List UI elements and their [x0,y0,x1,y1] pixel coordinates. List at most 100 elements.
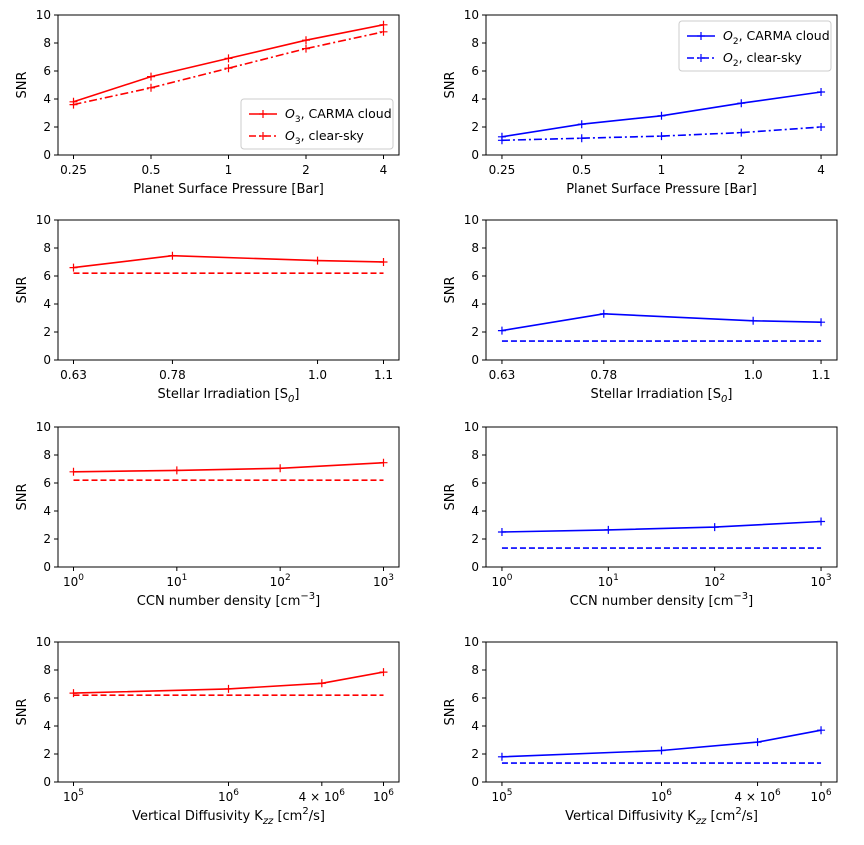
tick-exponent: 0 [78,573,84,583]
y-tick-label: 4 [43,719,51,733]
data-point-0-2 [276,464,285,473]
tick-exponent: 5 [78,788,84,798]
y-tick-label: 2 [43,325,51,339]
tick-base: 10 [373,790,388,804]
x-tick-label: 102 [270,573,291,589]
panel-top-left: 0 2 4 6 8 10 0.25 0.5 1 2 4 SNR Planet Surface Press… [15,8,400,197]
data-point-0-1 [657,746,666,755]
data-point-1-4 [379,27,388,36]
xlabel-main: Vertical Diffusivity K [565,809,696,824]
data-point-0-1 [604,525,613,534]
y-tick-label: 10 [36,8,51,22]
y-tick-label: 0 [471,775,479,789]
x-tick-label: 4 × 106 [734,788,781,804]
series-line-0 [501,312,822,332]
tick-exponent: 6 [826,788,832,798]
tick-exponent: 6 [339,788,345,798]
legend-sub: 2 [733,59,739,69]
y-axis-label: SNR [443,483,458,510]
y-axis-label: SNR [15,698,30,725]
tick-base: 10 [491,790,506,804]
data-point-1-3 [302,44,310,53]
xlabel-end: /s] [742,809,758,824]
x-tick-label: 106 [373,788,394,804]
data-point-0-0 [69,467,78,476]
series-line-0 [73,671,384,694]
y-axis-label: SNR [15,483,30,510]
xlabel-main: Stellar Irradiation [S [591,387,721,402]
x-tick-label: 1.1 [811,368,830,382]
x-tick-label: 100 [63,573,84,589]
data-point-0-3 [737,99,746,108]
y-tick-label: 8 [43,241,51,255]
legend-main: O [285,106,295,121]
x-tick-label: 0.25 [489,163,516,177]
xlabel-end: ] [294,387,299,402]
y-tick-label: 0 [471,148,479,162]
xlabel-sup: −3 [733,591,748,602]
tick-base: 10 [324,790,339,804]
y-tick-label: 8 [43,663,51,677]
data-point-1-1 [577,134,586,143]
tick-exponent: 1 [613,573,619,583]
tick-exponent: 6 [666,788,672,798]
data-point-0-4 [379,20,388,29]
y-tick-label: 0 [43,775,51,789]
legend-rest: , CARMA cloud [739,28,830,43]
series-line-0 [73,254,384,269]
x-tick-label: 103 [373,573,394,589]
xlabel-end: ] [315,594,320,609]
y-tick-label: 10 [464,213,479,227]
legend-entry: O2, clear-sky [723,50,802,69]
x-tick-label: 1.1 [374,368,393,382]
x-tick-label: 106 [218,788,239,804]
x-axis-label: CCN number density [cm−3] [570,591,753,609]
axes-frame [57,426,400,568]
data-point-0-2 [313,256,322,265]
data-point-0-2 [749,316,758,325]
x-axis-label: CCN number density [cm−3] [137,591,320,609]
legend-main: O [723,28,733,43]
data-point-0-3 [817,517,826,526]
y-tick-label: 8 [471,241,479,255]
y-tick-label: 4 [43,297,51,311]
legend-frame [678,20,832,72]
y-tick-label: 0 [471,560,479,574]
y-tick-label: 0 [43,353,51,367]
series-line-1 [501,126,822,142]
legend-entry: O2, CARMA cloud [723,28,830,47]
y-tick-label: 6 [43,691,51,705]
x-tick-label: 0.5 [141,163,160,177]
xlabel-end: ] [748,594,753,609]
xlabel-sub: zz [262,816,274,827]
y-axis-label: SNR [15,71,30,98]
y-tick-label: 2 [471,747,479,761]
series-line-0 [501,520,822,533]
tick-exponent: 3 [388,573,394,583]
xlabel-sub: 0 [721,394,727,405]
data-point-1-4 [817,123,826,131]
xlabel-end: ] [727,387,732,402]
y-tick-label: 2 [43,747,51,761]
y-tick-label: 2 [43,120,51,134]
axes-frame [485,219,838,361]
axes-frame [57,641,400,783]
data-point-0-1 [224,684,233,693]
x-tick-label: 4 [817,163,825,177]
xlabel-sub: 0 [288,394,294,405]
data-point-1-2 [224,64,233,73]
data-point-0-3 [379,258,388,266]
y-tick-label: 8 [471,36,479,50]
tick-exponent: 1 [182,573,188,583]
xlabel-main: CCN number density [cm [570,594,734,609]
x-tick-label: 103 [811,573,832,589]
tick-exponent: 0 [507,573,513,583]
data-point-0-3 [817,726,826,735]
legend-rest: , CARMA cloud [301,106,392,121]
y-tick-label: 6 [43,64,51,78]
xlabel-mid: [cm [706,809,735,824]
y-tick-label: 4 [471,504,479,518]
